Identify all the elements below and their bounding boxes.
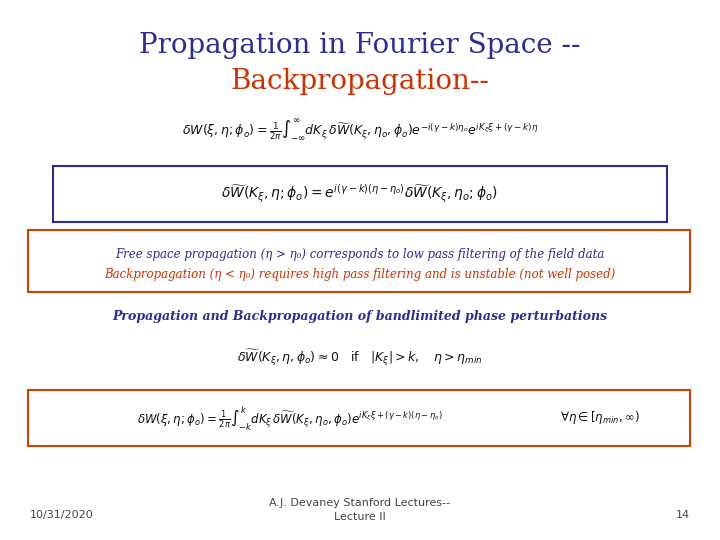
Text: 10/31/2020: 10/31/2020 [30, 510, 94, 520]
Text: Backpropagation--: Backpropagation-- [230, 68, 490, 95]
Text: 14: 14 [676, 510, 690, 520]
Text: A.J. Devaney Stanford Lectures--
Lecture II: A.J. Devaney Stanford Lectures-- Lecture… [269, 498, 451, 522]
Text: Free space propagation (η > η₀) corresponds to low pass filtering of the field d: Free space propagation (η > η₀) correspo… [115, 248, 605, 261]
Text: $\delta W(\xi, \eta; \phi_o) = \frac{1}{2\pi} \int_{-\infty}^{\infty} dK_\xi\, \: $\delta W(\xi, \eta; \phi_o) = \frac{1}{… [181, 118, 539, 143]
Text: Propagation and Backpropagation of bandlimited phase perturbations: Propagation and Backpropagation of bandl… [112, 310, 608, 323]
FancyBboxPatch shape [28, 230, 690, 292]
FancyBboxPatch shape [28, 390, 690, 446]
Text: Backpropagation (η < η₀) requires high pass filtering and is unstable (not well : Backpropagation (η < η₀) requires high p… [104, 268, 616, 281]
Text: Propagation in Fourier Space --: Propagation in Fourier Space -- [139, 32, 581, 59]
Text: $\delta\widetilde{W}(K_\xi, \eta, \phi_o) \approx 0 \quad \mathrm{if} \quad |K_\: $\delta\widetilde{W}(K_\xi, \eta, \phi_o… [238, 348, 482, 368]
Text: $\delta W(\xi, \eta; \phi_o) = \frac{1}{2\pi} \int_{-k}^{k} dK_\xi\, \delta\wide: $\delta W(\xi, \eta; \phi_o) = \frac{1}{… [137, 404, 443, 432]
Text: $\delta\widetilde{W}(K_\xi, \eta; \phi_o) = e^{i(\gamma-k)(\eta-\eta_o)}\delta\w: $\delta\widetilde{W}(K_\xi, \eta; \phi_o… [222, 183, 498, 205]
Text: $\forall\eta \in [\eta_{min}, \infty)$: $\forall\eta \in [\eta_{min}, \infty)$ [560, 409, 640, 427]
FancyBboxPatch shape [53, 166, 667, 222]
